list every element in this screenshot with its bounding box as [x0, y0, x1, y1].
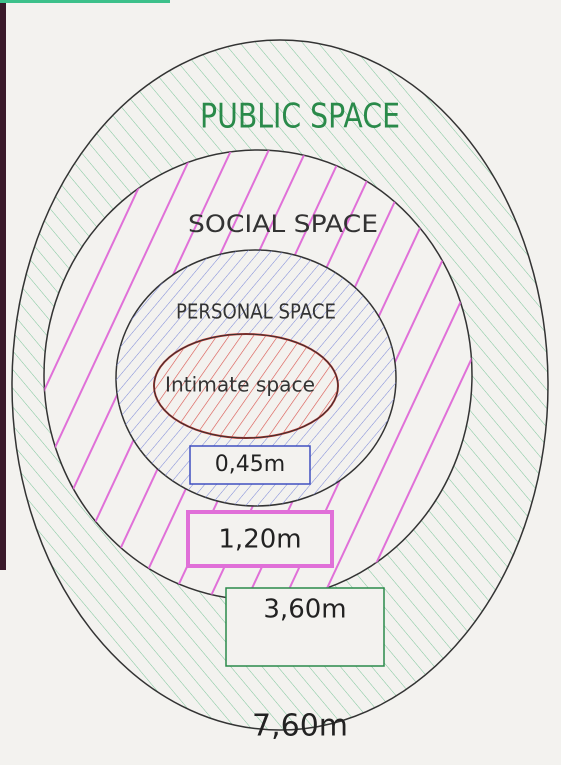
zone-label: PERSONAL SPACE [176, 300, 336, 324]
zone-label: SOCIAL SPACE [188, 210, 378, 238]
distance-box [225, 587, 385, 667]
distance-box [189, 445, 311, 485]
distance-box [186, 510, 334, 568]
photo-edge [0, 0, 6, 570]
intimate-zone [153, 333, 339, 439]
photo-edge [0, 0, 170, 3]
distance-label: 0,45m [215, 452, 285, 477]
zone-label: Intimate space [165, 373, 315, 397]
distance-label: 7,60m [252, 709, 348, 744]
zone-label: PUBLIC SPACE [200, 97, 400, 137]
distance-label: 1,20m [218, 525, 301, 555]
distance-label: 3,60m [263, 595, 346, 625]
